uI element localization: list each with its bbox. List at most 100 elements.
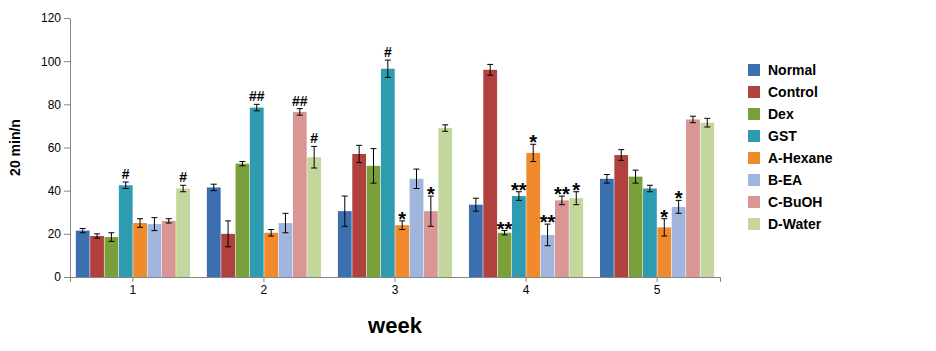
x-tick-label: 4 (523, 283, 530, 297)
bar (672, 207, 686, 277)
error-bar-line (621, 150, 622, 161)
error-bar-cap (166, 223, 172, 224)
error-bar (108, 233, 114, 242)
error-bar (690, 116, 696, 122)
legend-label: GST (768, 128, 797, 144)
error-bar-line (445, 125, 446, 131)
legend-item: Control (748, 84, 818, 100)
legend-item: GST (748, 128, 797, 144)
error-bar-line (707, 118, 708, 127)
y-tick-label: 100 (41, 55, 61, 69)
bar (381, 69, 395, 277)
error-bar-cap (618, 149, 624, 150)
legend-label: Control (768, 84, 818, 100)
error-bar-cap (704, 118, 710, 119)
legend-label: B-EA (768, 172, 802, 188)
error-bar-cap (428, 226, 434, 227)
x-tick: 3 (392, 277, 399, 297)
error-bar (211, 184, 217, 190)
bar (90, 236, 104, 277)
bar (512, 196, 526, 277)
error-bar-line (387, 60, 388, 77)
error-bar (123, 182, 129, 188)
series (162, 109, 700, 277)
error-bar-cap (225, 246, 231, 247)
error-bar (414, 169, 420, 188)
bar (148, 224, 162, 277)
error-bar-line (359, 145, 360, 162)
error-bar-cap (530, 161, 536, 162)
bar (236, 164, 250, 277)
bar (307, 157, 321, 277)
error-bar-cap (297, 115, 303, 116)
error-bar-line (256, 104, 257, 110)
y-tick-label: 120 (41, 11, 61, 25)
error-bar-cap (137, 218, 143, 219)
y-tick: 120 (41, 11, 70, 25)
error-bar-line (228, 221, 229, 247)
error-bar-line (111, 233, 112, 242)
bar (483, 70, 497, 277)
error-bar-cap (225, 220, 231, 221)
error-bar-cap (342, 196, 348, 197)
y-axis-title: 20 min/n (7, 119, 23, 176)
error-bar-cap (80, 228, 86, 229)
error-bar-cap (604, 183, 610, 184)
bar (686, 119, 700, 277)
error-bar-line (168, 219, 169, 223)
significance-marker: ** (511, 179, 527, 201)
error-bar-cap (211, 190, 217, 191)
bar (176, 189, 190, 277)
x-tick-label: 5 (654, 283, 661, 297)
x-tick-label: 1 (130, 283, 137, 297)
bar (250, 108, 264, 277)
y-tick: 20 (48, 227, 70, 241)
error-bar-cap (137, 227, 143, 228)
error-bar-line (692, 116, 693, 122)
legend-item: C-BuOH (748, 194, 822, 210)
error-bar (342, 196, 348, 226)
y-tick: 60 (48, 141, 70, 155)
series (105, 149, 643, 277)
error-bar-cap (573, 204, 579, 205)
x-tick-mark (132, 277, 133, 282)
series (176, 118, 714, 277)
error-bar-cap (414, 188, 420, 189)
error-bar-cap (385, 77, 391, 78)
bar (119, 185, 133, 277)
error-bar (704, 118, 710, 127)
error-bar-cap (356, 162, 362, 163)
error-bar-cap (647, 191, 653, 192)
significance-marker: ** (554, 183, 570, 205)
error-bar-line (97, 234, 98, 238)
legend: NormalControlDexGSTA-HexaneB-EAC-BuOHD-W… (748, 62, 833, 232)
bar (569, 198, 583, 277)
error-bar-line (606, 174, 607, 183)
y-tick-label: 40 (48, 184, 62, 198)
error-bar-cap (254, 110, 260, 111)
error-bar-cap (690, 116, 696, 117)
error-bar (442, 125, 448, 131)
y-tick-label: 20 (48, 227, 62, 241)
legend-label: C-BuOH (768, 194, 822, 210)
error-bar (385, 60, 391, 77)
y-tick-mark (64, 104, 70, 105)
legend-label: D-Water (768, 216, 822, 232)
chart: 02040608010012012345**####********##***#… (0, 0, 936, 351)
y-tick-mark (64, 148, 70, 149)
plot: 02040608010012012345**####********##***#… (41, 11, 721, 296)
legend-item: A-Hexane (748, 150, 833, 166)
x-tick-mark (263, 277, 264, 282)
error-bar-line (299, 109, 300, 115)
significance-marker: ## (249, 88, 265, 104)
error-bar-line (490, 64, 491, 75)
legend-swatch (748, 86, 760, 98)
error-bar-cap (268, 229, 274, 230)
bar (629, 177, 643, 277)
error-bar (268, 230, 274, 236)
significance-marker: ** (497, 218, 513, 240)
error-bar-cap (442, 131, 448, 132)
bar (76, 231, 90, 277)
error-bar-line (635, 170, 636, 183)
error-bar (356, 145, 362, 162)
